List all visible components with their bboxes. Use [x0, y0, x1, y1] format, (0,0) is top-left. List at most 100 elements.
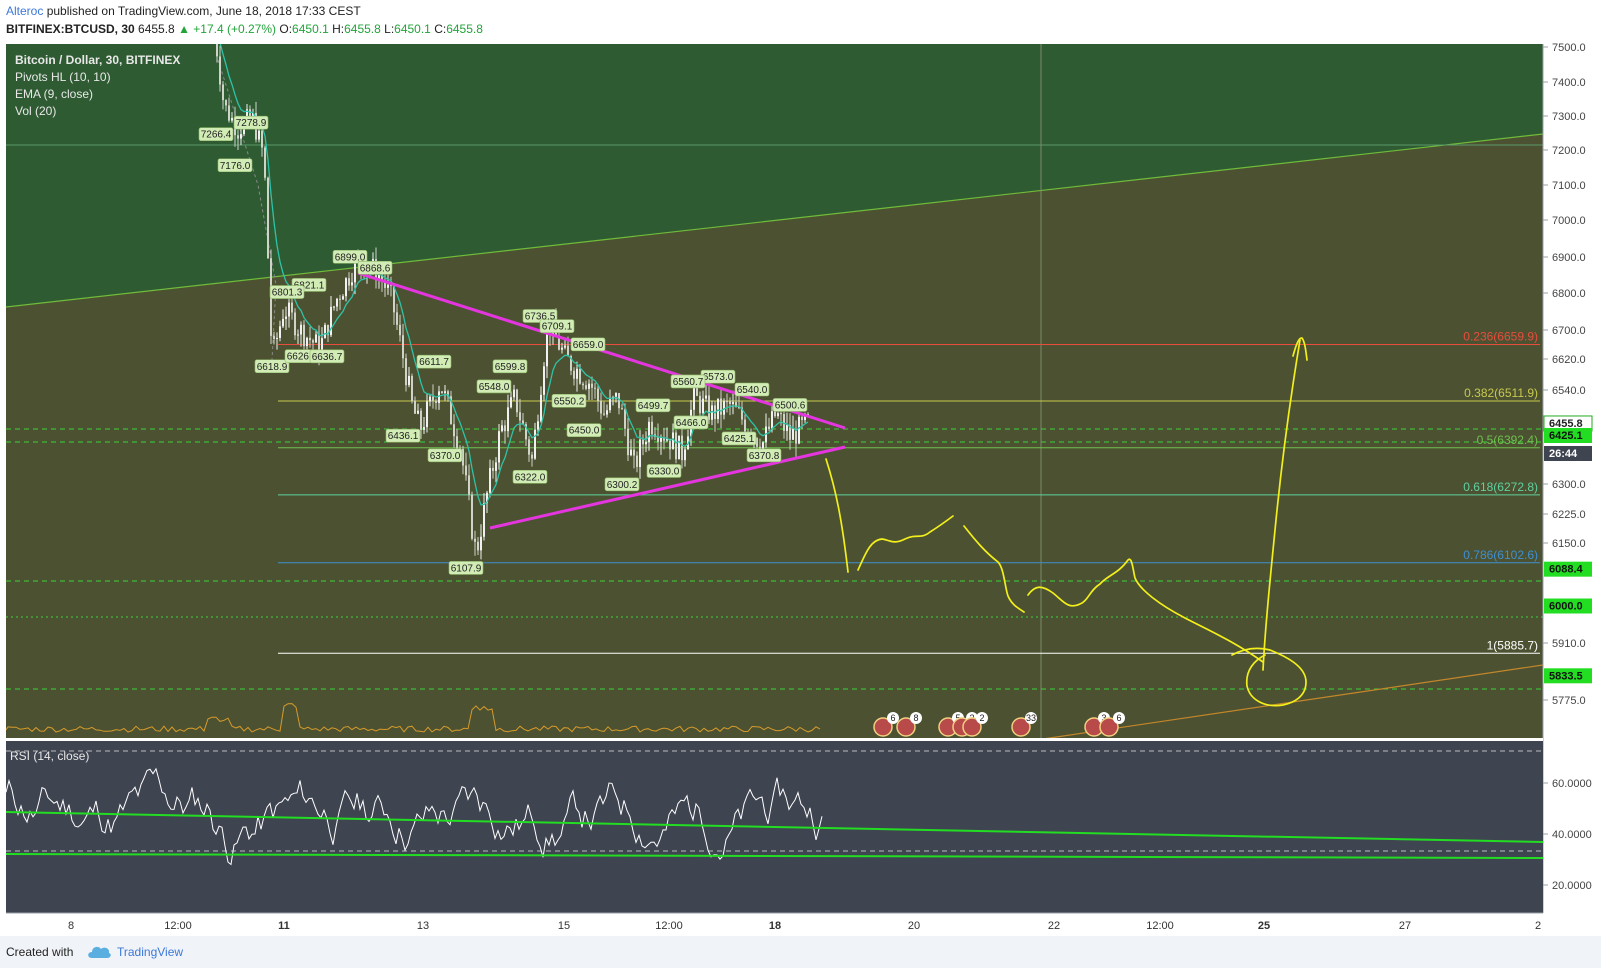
y-tick-label: 5775.0 — [1552, 695, 1586, 707]
candle-body — [498, 431, 500, 463]
fib-level-label: 1(5885.7) — [1487, 638, 1538, 652]
rsi-trendline-upper[interactable] — [6, 811, 1543, 843]
candle-body — [285, 316, 287, 319]
rsi-legend: RSI (14, close) — [10, 749, 90, 763]
pivot-label-box — [91, 24, 125, 37]
pivot-label-box — [233, 115, 269, 130]
price-label: 6455.8 — [1549, 418, 1583, 430]
price-chart[interactable]: 0.236(6659.9) 0.382(6511.9) 0.5(6392.4) 0.6… — [0, 0, 1601, 936]
pivot-label: 6801.3 — [272, 288, 303, 299]
close-label: C: — [434, 22, 447, 36]
candle-body — [606, 410, 608, 415]
pivot-label: 6548.0 — [479, 382, 510, 393]
pivot-label: 6540.0 — [737, 385, 768, 396]
candle-body — [315, 334, 317, 343]
candle-body — [558, 337, 560, 350]
candle-body — [579, 368, 581, 384]
price-label: 6000.0 — [1549, 601, 1583, 613]
candle-body — [423, 427, 425, 430]
candle-body — [249, 109, 251, 117]
legend-pivots: Pivots HL (10, 10) — [15, 70, 111, 84]
candle-body — [597, 388, 599, 402]
pivot-label: 6599.8 — [495, 362, 526, 373]
ema-line — [219, 44, 809, 506]
candle-body — [486, 492, 488, 504]
candle-body — [726, 401, 728, 403]
candle-body — [258, 130, 260, 140]
price-axis[interactable]: 7500.0 7400.0 7300.0 7200.0 7100.0 7000.0 6900… — [1543, 42, 1593, 707]
candle-body — [738, 407, 740, 409]
x-tick-label: 2 — [1535, 920, 1541, 932]
price-change: ▲ +17.4 (+0.27%) — [178, 22, 277, 36]
rsi-tick-label: 40.0000 — [1552, 829, 1592, 841]
pivot-label-box — [635, 398, 671, 413]
time-axis[interactable]: 8 12:00 11 13 15 12:00 18 20 22 12:00 25 27 2 — [6, 912, 1543, 932]
candle-body — [216, 44, 218, 57]
open-value: 6450.1 — [292, 22, 329, 36]
x-tick-label: 12:00 — [164, 920, 192, 932]
candle-body — [468, 475, 470, 495]
candle-body — [681, 435, 683, 461]
candle-body — [501, 425, 503, 432]
candle-body — [288, 302, 290, 317]
candle-body — [300, 324, 302, 335]
candle-body — [489, 467, 491, 493]
candle-body — [777, 413, 779, 417]
candle-body — [294, 312, 296, 336]
candle-body — [312, 340, 314, 343]
pivot-label-box — [254, 359, 290, 374]
pivot-label-box — [427, 448, 463, 463]
candle-body — [453, 424, 455, 437]
tradingview-link[interactable]: TradingView — [117, 945, 184, 959]
rsi-trendline-lower[interactable] — [6, 853, 1543, 859]
x-tick-label: 22 — [1048, 920, 1060, 932]
candle-body — [330, 306, 332, 336]
pivot-label-box — [670, 374, 706, 389]
legend-title: Bitcoin / Dollar, 30, BITFINEX — [15, 53, 181, 67]
last-price: 6455.8 — [138, 22, 175, 36]
candle-body — [639, 439, 641, 467]
x-tick-label: 20 — [908, 920, 920, 932]
pivot-label: 6450.0 — [569, 426, 600, 437]
price-label: 6088.4 — [1549, 564, 1584, 576]
candle-body — [303, 324, 305, 347]
event-flag-icon[interactable] — [873, 717, 893, 737]
candle-body — [339, 298, 341, 300]
candle-body — [441, 391, 443, 394]
price-label-box — [1544, 428, 1592, 444]
candle-body — [324, 324, 326, 339]
candle-body — [438, 391, 440, 403]
rsi-tick-label: 60.0000 — [1552, 778, 1592, 790]
candle-body — [219, 56, 221, 85]
candle-body — [519, 412, 521, 421]
pivot-label: 6611.7 — [419, 357, 449, 368]
triangle-lower-line[interactable] — [489, 445, 846, 530]
candle-body — [801, 416, 803, 421]
price-label: 26:44 — [1549, 448, 1578, 460]
rsi-axis[interactable]: 60.0000 40.0000 20.0000 — [1543, 778, 1592, 892]
price-label-box — [1544, 561, 1592, 577]
fib-level-label: 0.5(6392.4) — [1477, 433, 1538, 447]
candle-body — [798, 416, 800, 444]
candle-body — [732, 402, 734, 404]
candle-body — [585, 385, 587, 389]
event-flag-icon[interactable] — [962, 717, 982, 737]
event-flag-icon[interactable] — [1011, 717, 1031, 737]
candle-body — [666, 438, 668, 441]
candle-body — [717, 398, 719, 420]
pivot-label: 6626.3 — [287, 352, 318, 363]
forecast-drawing[interactable] — [825, 337, 1308, 707]
candle-body — [741, 407, 743, 420]
candle-body — [678, 435, 680, 460]
pivot-label: 6618.9 — [257, 362, 288, 373]
candle-body — [744, 419, 746, 432]
candle-body — [462, 449, 464, 466]
candle-body — [507, 407, 509, 432]
event-count-badge — [976, 712, 988, 724]
event-flag-icon[interactable] — [896, 717, 916, 737]
candle-body — [492, 467, 494, 471]
candle-body — [633, 449, 635, 456]
author-link[interactable]: Alteroc — [6, 4, 44, 18]
event-flag-icon[interactable] — [1099, 717, 1119, 737]
channel-upper-line[interactable] — [6, 133, 1543, 308]
